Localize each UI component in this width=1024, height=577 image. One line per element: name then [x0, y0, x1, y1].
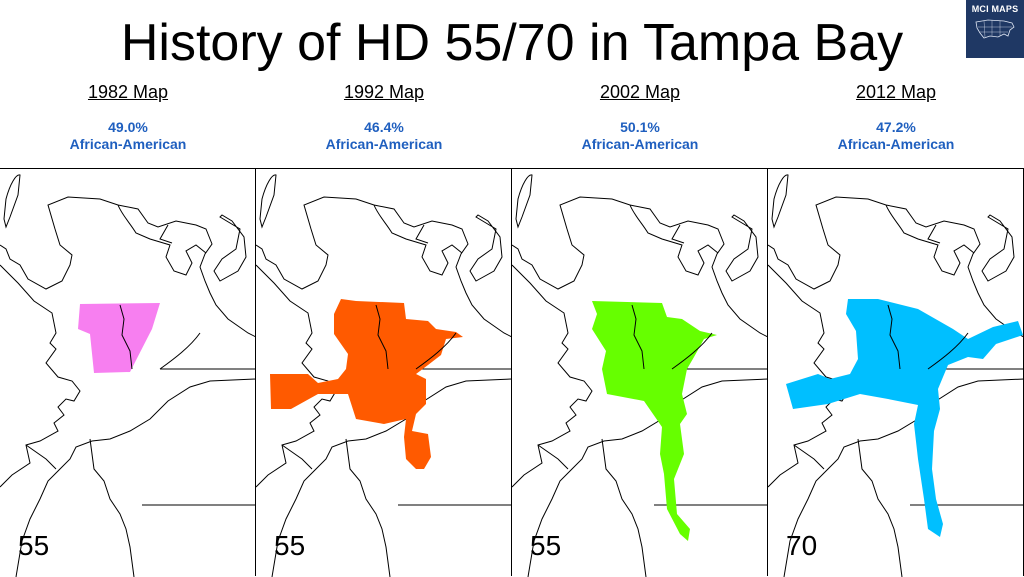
percent-value: 50.1% — [620, 119, 660, 135]
district-shape — [270, 299, 463, 469]
map-panel-1982: 55 — [0, 168, 256, 577]
page-title: History of HD 55/70 in Tampa Bay — [120, 14, 904, 72]
map-panel-2012: 70 — [768, 168, 1024, 577]
district-number: 70 — [786, 530, 818, 561]
district-shape — [78, 303, 160, 373]
year-label: 2002 Map — [599, 82, 681, 102]
year-label: 1982 Map — [87, 82, 169, 102]
map-2012 — [768, 174, 1024, 577]
district-number: 55 — [530, 530, 562, 561]
panel-header-1982: 1982 Map 49.0% African-American — [0, 80, 256, 153]
map-1982 — [0, 174, 256, 577]
district-number: 55 — [274, 530, 306, 561]
map-panel-2002: 55 — [512, 168, 768, 577]
logo-brand: MCI MAPS — [971, 4, 1019, 14]
percent-value: 49.0% — [108, 119, 148, 135]
percent-value: 47.2% — [876, 119, 916, 135]
demographic-label: African-American — [69, 136, 187, 152]
panel-header-2002: 2002 Map 50.1% African-American — [512, 80, 768, 153]
panel-header-1992: 1992 Map 46.4% African-American — [256, 80, 512, 153]
demographic-label: African-American — [325, 136, 443, 152]
map-panel-1992: 55 — [256, 168, 512, 577]
mci-maps-logo: MCI MAPS — [966, 0, 1024, 58]
us-map-icon — [975, 19, 1015, 39]
year-label: 1992 Map — [343, 82, 425, 102]
district-shape — [786, 299, 1023, 537]
demographic-label: African-American — [837, 136, 955, 152]
year-label: 2012 Map — [855, 82, 937, 102]
demographic-label: African-American — [581, 136, 699, 152]
district-number: 55 — [18, 530, 50, 561]
map-panels: 55 55 55 70 — [0, 168, 1024, 577]
percent-value: 46.4% — [364, 119, 404, 135]
map-2002 — [512, 174, 768, 577]
district-shape — [592, 301, 717, 541]
panel-header-2012: 2012 Map 47.2% African-American — [768, 80, 1024, 153]
map-1992 — [256, 174, 512, 577]
